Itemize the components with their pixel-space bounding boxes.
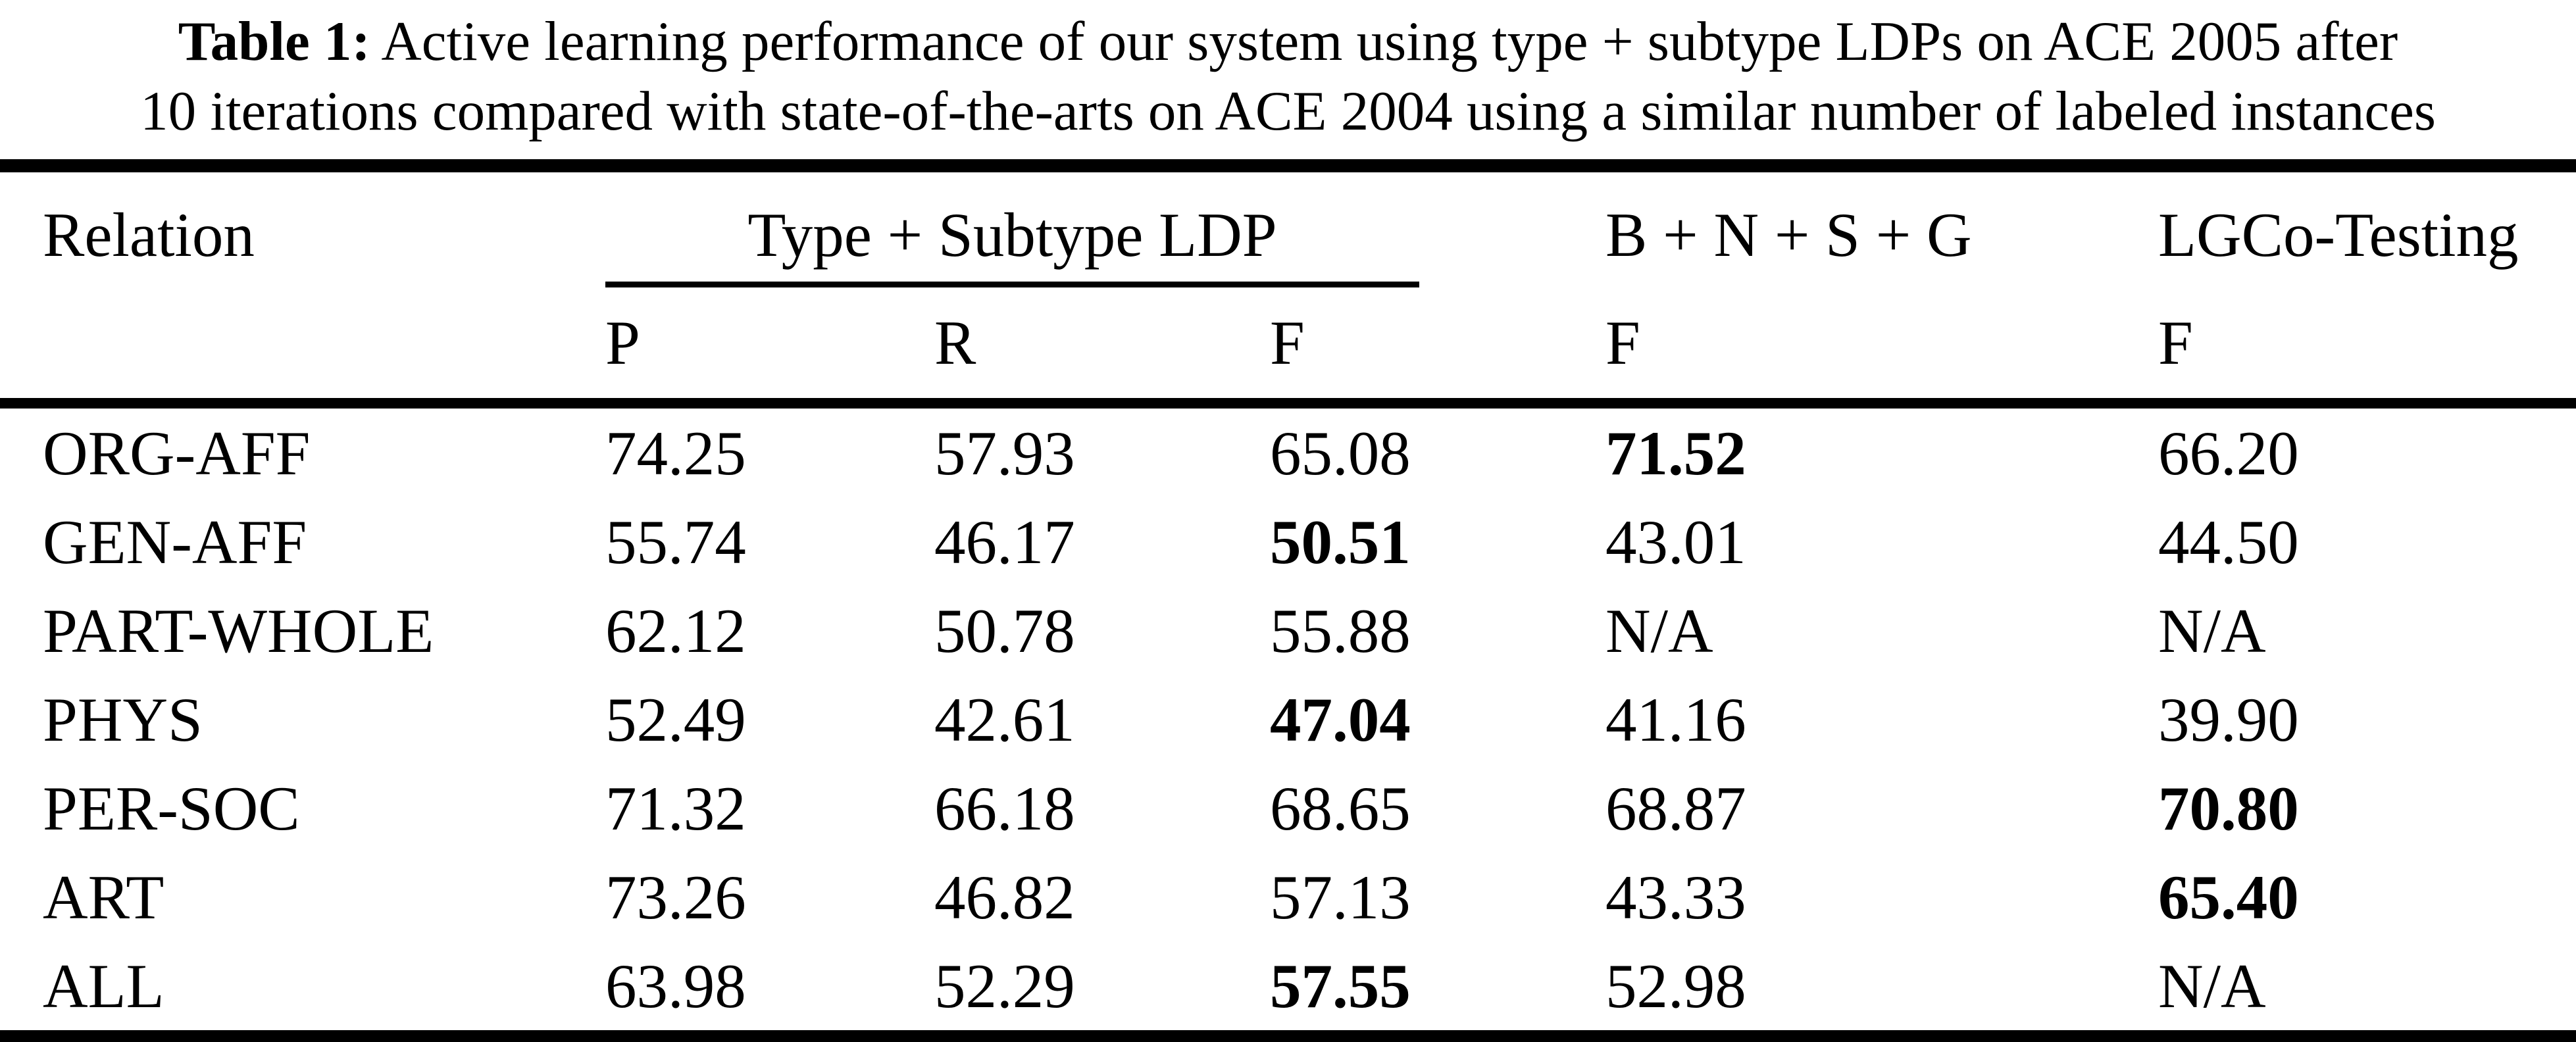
value-cell: 68.65 [1270, 773, 1411, 843]
value-cell: 73.26 [605, 862, 746, 932]
cmidrule-underline: Type + Subtype LDP [605, 199, 1419, 287]
value-cell: 65.08 [1270, 418, 1411, 488]
value-cell: 39.90 [2158, 684, 2299, 755]
header-group-row: Relation Type + Subtype LDP B + N + S + … [0, 166, 2576, 287]
table-row: GEN-AFF 55.74 46.17 50.51 43.01 44.50 [0, 497, 2576, 586]
table-row: PER-SOC 71.32 66.18 68.65 68.87 70.80 [0, 764, 2576, 853]
value-cell: 65.40 [2158, 862, 2299, 932]
table-caption: Table 1: Active learning performance of … [0, 0, 2576, 146]
value-cell: 57.93 [934, 418, 1075, 488]
value-cell: 42.61 [934, 684, 1075, 755]
value-cell: N/A [1605, 595, 1713, 666]
relation-cell: ALL [43, 951, 164, 1021]
group-header-cell: Type + Subtype LDP [605, 166, 1605, 287]
subheader-r: R [934, 287, 1270, 409]
value-cell: N/A [2158, 595, 2266, 666]
value-cell: 50.78 [934, 595, 1075, 666]
value-cell: 43.33 [1605, 862, 1746, 932]
value-cell: 50.51 [1270, 507, 1411, 577]
bnsg-header: B + N + S + G [1605, 200, 1972, 270]
relation-cell: PART-WHOLE [43, 595, 434, 666]
value-cell: 66.20 [2158, 418, 2299, 488]
value-cell: 41.16 [1605, 684, 1746, 755]
relation-cell: GEN-AFF [43, 507, 307, 577]
relation-cell: ORG-AFF [43, 418, 311, 488]
value-cell: 62.12 [605, 595, 746, 666]
subheader-empty [0, 287, 605, 409]
value-cell: 55.74 [605, 507, 746, 577]
results-table: Relation Type + Subtype LDP B + N + S + … [0, 159, 2576, 1042]
caption-text-line1: Active learning performance of our syste… [381, 11, 2398, 72]
group-header-label: Type + Subtype LDP [747, 200, 1277, 270]
subheader-f2: F [1605, 287, 2159, 409]
value-cell: 66.18 [934, 773, 1075, 843]
value-cell: 46.82 [934, 862, 1075, 932]
table-row: ALL 63.98 52.29 57.55 52.98 N/A [0, 941, 2576, 1036]
value-cell: 57.55 [1270, 951, 1411, 1021]
table-row: ART 73.26 46.82 57.13 43.33 65.40 [0, 853, 2576, 941]
relation-cell: PHYS [43, 684, 203, 755]
caption-line-2: 10 iterations compared with state-of-the… [140, 80, 2436, 142]
lgco-header: LGCo-Testing [2158, 200, 2519, 270]
value-cell: N/A [2158, 951, 2266, 1021]
value-cell: 55.88 [1270, 595, 1411, 666]
table-row: ORG-AFF 74.25 57.93 65.08 71.52 66.20 [0, 403, 2576, 497]
relation-header: Relation [43, 200, 255, 270]
value-cell: 46.17 [934, 507, 1075, 577]
value-cell: 71.52 [1605, 418, 1746, 488]
header-sub-row: P R F F F [0, 287, 2576, 409]
value-cell: 52.29 [934, 951, 1075, 1021]
value-cell: 43.01 [1605, 507, 1746, 577]
value-cell: 52.49 [605, 684, 746, 755]
value-cell: 44.50 [2158, 507, 2299, 577]
value-cell: 52.98 [1605, 951, 1746, 1021]
value-cell: 47.04 [1270, 684, 1411, 755]
subheader-p: P [605, 287, 934, 409]
value-cell: 70.80 [2158, 773, 2299, 843]
relation-cell: PER-SOC [43, 773, 300, 843]
table-row: PART-WHOLE 62.12 50.78 55.88 N/A N/A [0, 586, 2576, 675]
value-cell: 63.98 [605, 951, 746, 1021]
value-cell: 71.32 [605, 773, 746, 843]
relation-cell: ART [43, 862, 164, 932]
subheader-f3: F [2158, 287, 2576, 409]
value-cell: 68.87 [1605, 773, 1746, 843]
caption-label: Table 1: [178, 11, 370, 72]
value-cell: 57.13 [1270, 862, 1411, 932]
subheader-f1: F [1270, 287, 1606, 409]
table-row: PHYS 52.49 42.61 47.04 41.16 39.90 [0, 675, 2576, 764]
value-cell: 74.25 [605, 418, 746, 488]
caption-line-1: Table 1: Active learning performance of … [0, 7, 2576, 76]
